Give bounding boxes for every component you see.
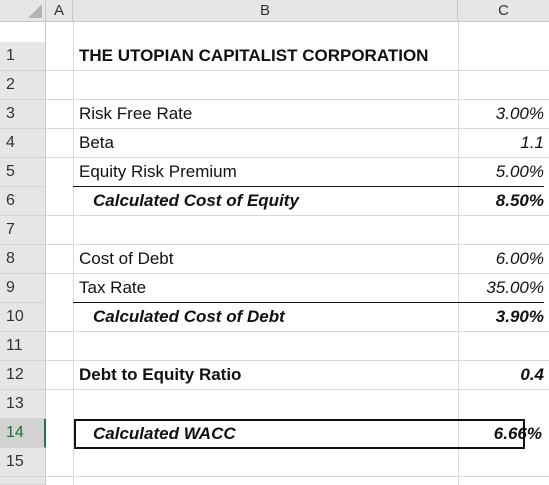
gridline-h xyxy=(46,389,549,390)
column-header-a[interactable]: A xyxy=(46,0,73,22)
row-header-5[interactable]: 5 xyxy=(0,158,46,187)
equity-risk-premium-value[interactable]: 5.00% xyxy=(495,161,544,181)
tax-rate-label[interactable]: Tax Rate xyxy=(79,277,147,297)
row-header-1[interactable]: 1 xyxy=(0,42,46,71)
cost-of-debt-rule xyxy=(73,302,544,303)
row-header-15[interactable]: 15 xyxy=(0,448,46,477)
gridline-h xyxy=(46,331,549,332)
equity-risk-premium-label[interactable]: Equity Risk Premium xyxy=(79,161,237,181)
row-header-2[interactable]: 2 xyxy=(0,71,46,100)
row-header-7[interactable]: 7 xyxy=(0,216,46,245)
calculated-cost-of-debt-value[interactable]: 3.90% xyxy=(495,306,544,326)
sheet-title[interactable]: THE UTOPIAN CAPITALIST CORPORATION xyxy=(79,45,429,65)
gridline-h xyxy=(46,157,549,158)
gridline-v xyxy=(73,22,74,485)
select-all-triangle-icon xyxy=(28,4,42,18)
row-header-12[interactable]: 12 xyxy=(0,361,46,390)
gridline-h xyxy=(46,360,549,361)
debt-to-equity-label[interactable]: Debt to Equity Ratio xyxy=(79,364,242,384)
beta-label[interactable]: Beta xyxy=(79,132,114,152)
calculated-wacc-label[interactable]: Calculated WACC xyxy=(93,423,236,443)
row-header-13[interactable]: 13 xyxy=(0,390,46,419)
wacc-box xyxy=(74,419,525,449)
calculated-cost-of-equity-label[interactable]: Calculated Cost of Equity xyxy=(93,190,299,210)
calculated-wacc-value[interactable]: 6.66% xyxy=(493,423,542,443)
row-spacer xyxy=(0,22,46,42)
row-header-4[interactable]: 4 xyxy=(0,129,46,158)
gridline-h xyxy=(46,476,549,477)
calculated-cost-of-debt-label[interactable]: Calculated Cost of Debt xyxy=(93,306,285,326)
calculated-cost-of-equity-value[interactable]: 8.50% xyxy=(495,190,544,210)
row-header-11[interactable]: 11 xyxy=(0,332,46,361)
risk-free-rate-label[interactable]: Risk Free Rate xyxy=(79,103,193,123)
cost-of-equity-rule xyxy=(73,186,544,187)
row-header-8[interactable]: 8 xyxy=(0,245,46,274)
row-header-6[interactable]: 6 xyxy=(0,187,46,216)
row-header-14-selected[interactable]: 14 xyxy=(0,419,46,448)
row-header-16-partial[interactable] xyxy=(0,477,46,485)
cost-of-debt-label[interactable]: Cost of Debt xyxy=(79,248,174,268)
row-header-9[interactable]: 9 xyxy=(0,274,46,303)
gridline-v xyxy=(458,22,459,485)
column-header-b[interactable]: B xyxy=(73,0,458,22)
gridline-h xyxy=(46,273,549,274)
risk-free-rate-value[interactable]: 3.00% xyxy=(495,103,544,123)
gridline-h xyxy=(46,99,549,100)
gridline-h xyxy=(46,215,549,216)
beta-value[interactable]: 1.1 xyxy=(520,132,544,152)
tax-rate-value[interactable]: 35.00% xyxy=(486,277,544,297)
gridline-h xyxy=(46,244,549,245)
cost-of-debt-value[interactable]: 6.00% xyxy=(495,248,544,268)
debt-to-equity-value[interactable]: 0.4 xyxy=(520,364,544,384)
row-header-10[interactable]: 10 xyxy=(0,303,46,332)
gridline-h xyxy=(46,128,549,129)
select-all-corner[interactable] xyxy=(0,0,46,22)
row-header-3[interactable]: 3 xyxy=(0,100,46,129)
gridline-h xyxy=(46,70,549,71)
column-header-c[interactable]: C xyxy=(458,0,549,22)
